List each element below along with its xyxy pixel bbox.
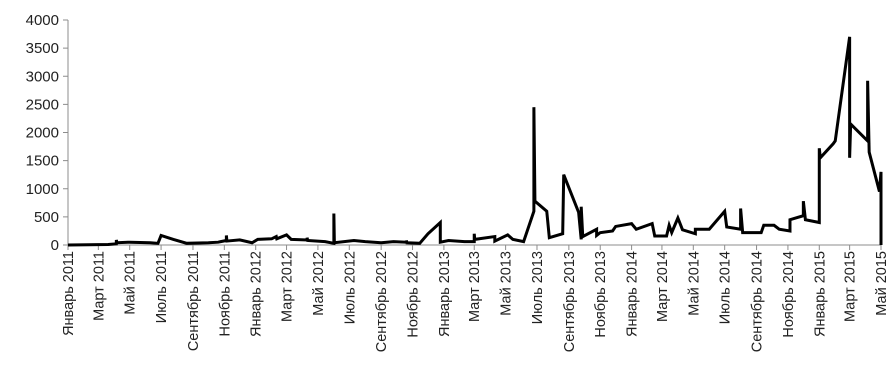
x-tick-label: Сентябрь 2012 — [374, 251, 390, 352]
x-tick-label: Июль 2014 — [718, 251, 734, 324]
y-tick-label: 3000 — [26, 68, 59, 85]
y-tick-label: 0 — [51, 237, 59, 254]
y-tick-label: 3500 — [26, 40, 59, 57]
x-tick-label: Ноябрь 2013 — [593, 251, 609, 338]
x-tick-label: Июль 2013 — [530, 251, 546, 324]
x-tick-label: Ноябрь 2011 — [217, 251, 233, 337]
x-tick-label: Январь 2011 — [61, 251, 77, 336]
x-tick-label: Март 2012 — [280, 251, 296, 322]
x-tick-label: Май 2015 — [874, 251, 889, 316]
x-tick-label: Январь 2012 — [249, 251, 265, 337]
x-tick-label: Январь 2014 — [625, 251, 641, 337]
y-tick-label: 500 — [34, 209, 59, 226]
y-tick-label: 1500 — [26, 153, 59, 170]
x-tick-label: Май 2011 — [123, 251, 139, 315]
y-tick-label: 2000 — [26, 125, 59, 142]
x-tick-label: Март 2011 — [91, 251, 107, 321]
x-tick-label: Март 2013 — [467, 251, 483, 322]
x-tick-label: Май 2014 — [686, 251, 702, 316]
y-tick-label: 4000 — [26, 12, 59, 29]
y-tick-label: 2500 — [26, 96, 59, 113]
series-line-1 — [67, 36, 883, 247]
x-tick-label: Март 2015 — [843, 251, 859, 322]
series-area — [67, 36, 883, 247]
y-axis: 0 500 1000 1500 2000 2500 3000 3500 4000 — [26, 12, 69, 254]
x-tick-label: Сентябрь 2011 — [186, 251, 202, 351]
x-tick-label: Май 2012 — [311, 251, 327, 316]
x-tick-label: Сентябрь 2013 — [562, 251, 578, 352]
x-axis: Январь 2011 Март 2011 Май 2011 Июль 2011 Сен… — [61, 244, 889, 352]
x-tick-label: Ноябрь 2012 — [406, 251, 422, 338]
x-tick-label: Март 2014 — [655, 251, 671, 322]
x-tick-label: Июль 2011 — [154, 251, 170, 323]
x-tick-label: Сентябрь 2014 — [750, 251, 766, 352]
x-tick-label: Январь 2015 — [812, 251, 828, 337]
x-tick-label: Май 2013 — [499, 251, 515, 316]
x-tick-label: Июль 2012 — [342, 251, 358, 324]
x-tick-label: Ноябрь 2014 — [781, 251, 797, 338]
y-tick-label: 1000 — [26, 181, 59, 198]
x-tick-label: Январь 2013 — [437, 251, 453, 337]
